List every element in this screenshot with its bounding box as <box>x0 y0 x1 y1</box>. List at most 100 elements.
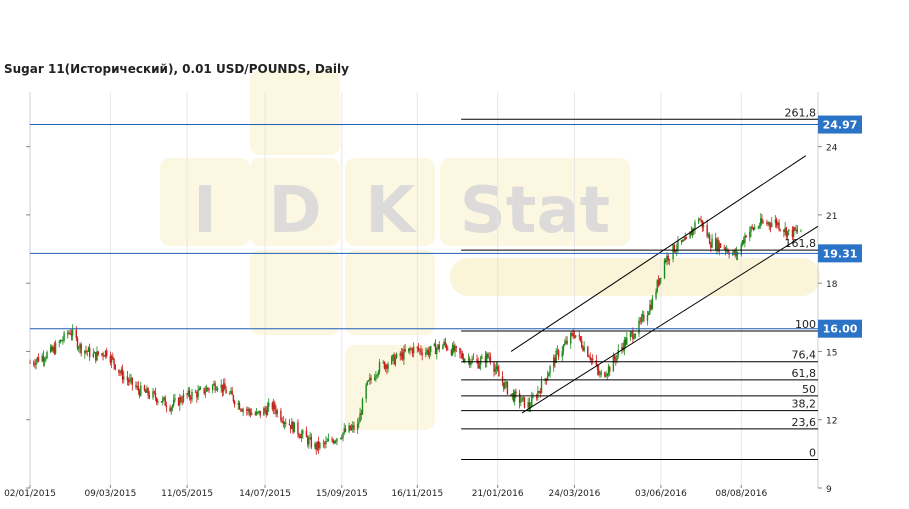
candle-body <box>438 344 440 350</box>
candle-body <box>35 360 37 366</box>
candle-body <box>367 380 370 382</box>
candle-body <box>546 376 549 381</box>
candle-body <box>298 434 300 437</box>
candle-body <box>238 403 241 410</box>
candle-body <box>207 387 209 389</box>
candle-body <box>531 397 533 407</box>
candle-body <box>271 402 274 410</box>
candle-body <box>215 389 218 391</box>
candle-body <box>71 329 74 336</box>
candle-body <box>650 304 652 310</box>
candle-body <box>54 342 57 354</box>
candle-body <box>257 411 259 413</box>
candle-body <box>356 423 359 430</box>
candle-body <box>700 219 702 221</box>
level-badge-label: 19.31 <box>823 247 858 260</box>
candle-body <box>344 428 347 432</box>
x-tick-label: 16/11/2015 <box>391 489 443 499</box>
candle-body <box>646 314 649 321</box>
fib-label: 50 <box>802 383 816 396</box>
chart-title: Sugar 11(Исторический), 0.01 USD/POUNDS,… <box>4 62 349 76</box>
candles <box>29 213 802 455</box>
candle-body <box>512 393 515 402</box>
candle-body <box>41 355 43 362</box>
candle-body <box>741 240 744 245</box>
candle-body <box>607 366 610 375</box>
candle-body <box>110 356 113 363</box>
candle-body <box>629 332 632 338</box>
y-tick-label: 12 <box>826 417 837 427</box>
candle-body <box>288 423 291 426</box>
candle-body <box>693 228 695 230</box>
candle-body <box>68 332 70 334</box>
candle-body <box>97 351 99 355</box>
candle-body <box>401 352 404 360</box>
candle-body <box>199 387 202 389</box>
candle-body <box>369 377 371 381</box>
candle-body <box>114 364 116 370</box>
candle-body <box>220 384 222 388</box>
candle-body <box>240 409 242 411</box>
candle-body <box>501 376 504 383</box>
candle-body <box>80 344 82 354</box>
candle-body <box>160 401 163 403</box>
candle-body <box>556 350 559 352</box>
candle-body <box>769 225 772 227</box>
candle-body <box>477 360 479 369</box>
candle-body <box>532 397 534 398</box>
candle-body <box>392 354 394 357</box>
x-tick-label: 11/05/2015 <box>161 489 213 499</box>
candle-body <box>377 371 380 376</box>
candle-body <box>154 392 157 398</box>
candle-body <box>455 346 457 349</box>
candle-body <box>237 403 239 405</box>
candle-body <box>570 333 572 344</box>
candle-body <box>732 253 734 255</box>
candle-body <box>52 346 54 351</box>
candle-body <box>727 249 729 253</box>
candle-body <box>481 356 483 359</box>
candle-body <box>373 378 376 380</box>
candle-body <box>589 357 591 360</box>
candle-body <box>319 442 321 449</box>
candle-body <box>599 374 601 375</box>
candle-body <box>204 391 207 394</box>
candle-body <box>211 385 214 391</box>
candle-body <box>689 231 691 239</box>
candle-body <box>378 362 381 372</box>
candle-body <box>181 401 183 403</box>
candle-body <box>750 226 752 232</box>
candle-body <box>326 441 328 442</box>
candle-body <box>595 360 598 366</box>
candle-body <box>462 358 465 362</box>
candle-body <box>387 364 389 369</box>
candle-body <box>784 227 786 233</box>
candle-body <box>112 356 114 359</box>
watermark-tile <box>345 250 435 335</box>
candle-body <box>582 347 584 351</box>
candle-body <box>719 243 722 248</box>
candle-body <box>785 227 788 237</box>
candle-body <box>613 356 616 360</box>
candle-body <box>587 346 589 357</box>
candle-body <box>297 422 299 435</box>
candle-body <box>717 239 719 251</box>
candle-body <box>562 345 565 352</box>
candle-body <box>408 348 410 352</box>
candle-body <box>677 240 679 249</box>
candle-body <box>718 243 721 251</box>
candle-body <box>487 353 489 358</box>
candle-body <box>147 388 149 396</box>
watermark-layer: I D K Stat <box>160 70 820 430</box>
candle-body <box>43 359 46 361</box>
candle-body <box>655 291 657 299</box>
candle-body <box>324 442 326 445</box>
candle-body <box>574 335 577 338</box>
candle-body <box>308 438 310 445</box>
candle-body <box>300 433 303 439</box>
candle-body <box>760 218 762 226</box>
level-badge-label: 24.97 <box>823 119 858 132</box>
candle-body <box>29 362 31 364</box>
candle-body <box>540 380 543 394</box>
candle-body <box>751 226 753 228</box>
